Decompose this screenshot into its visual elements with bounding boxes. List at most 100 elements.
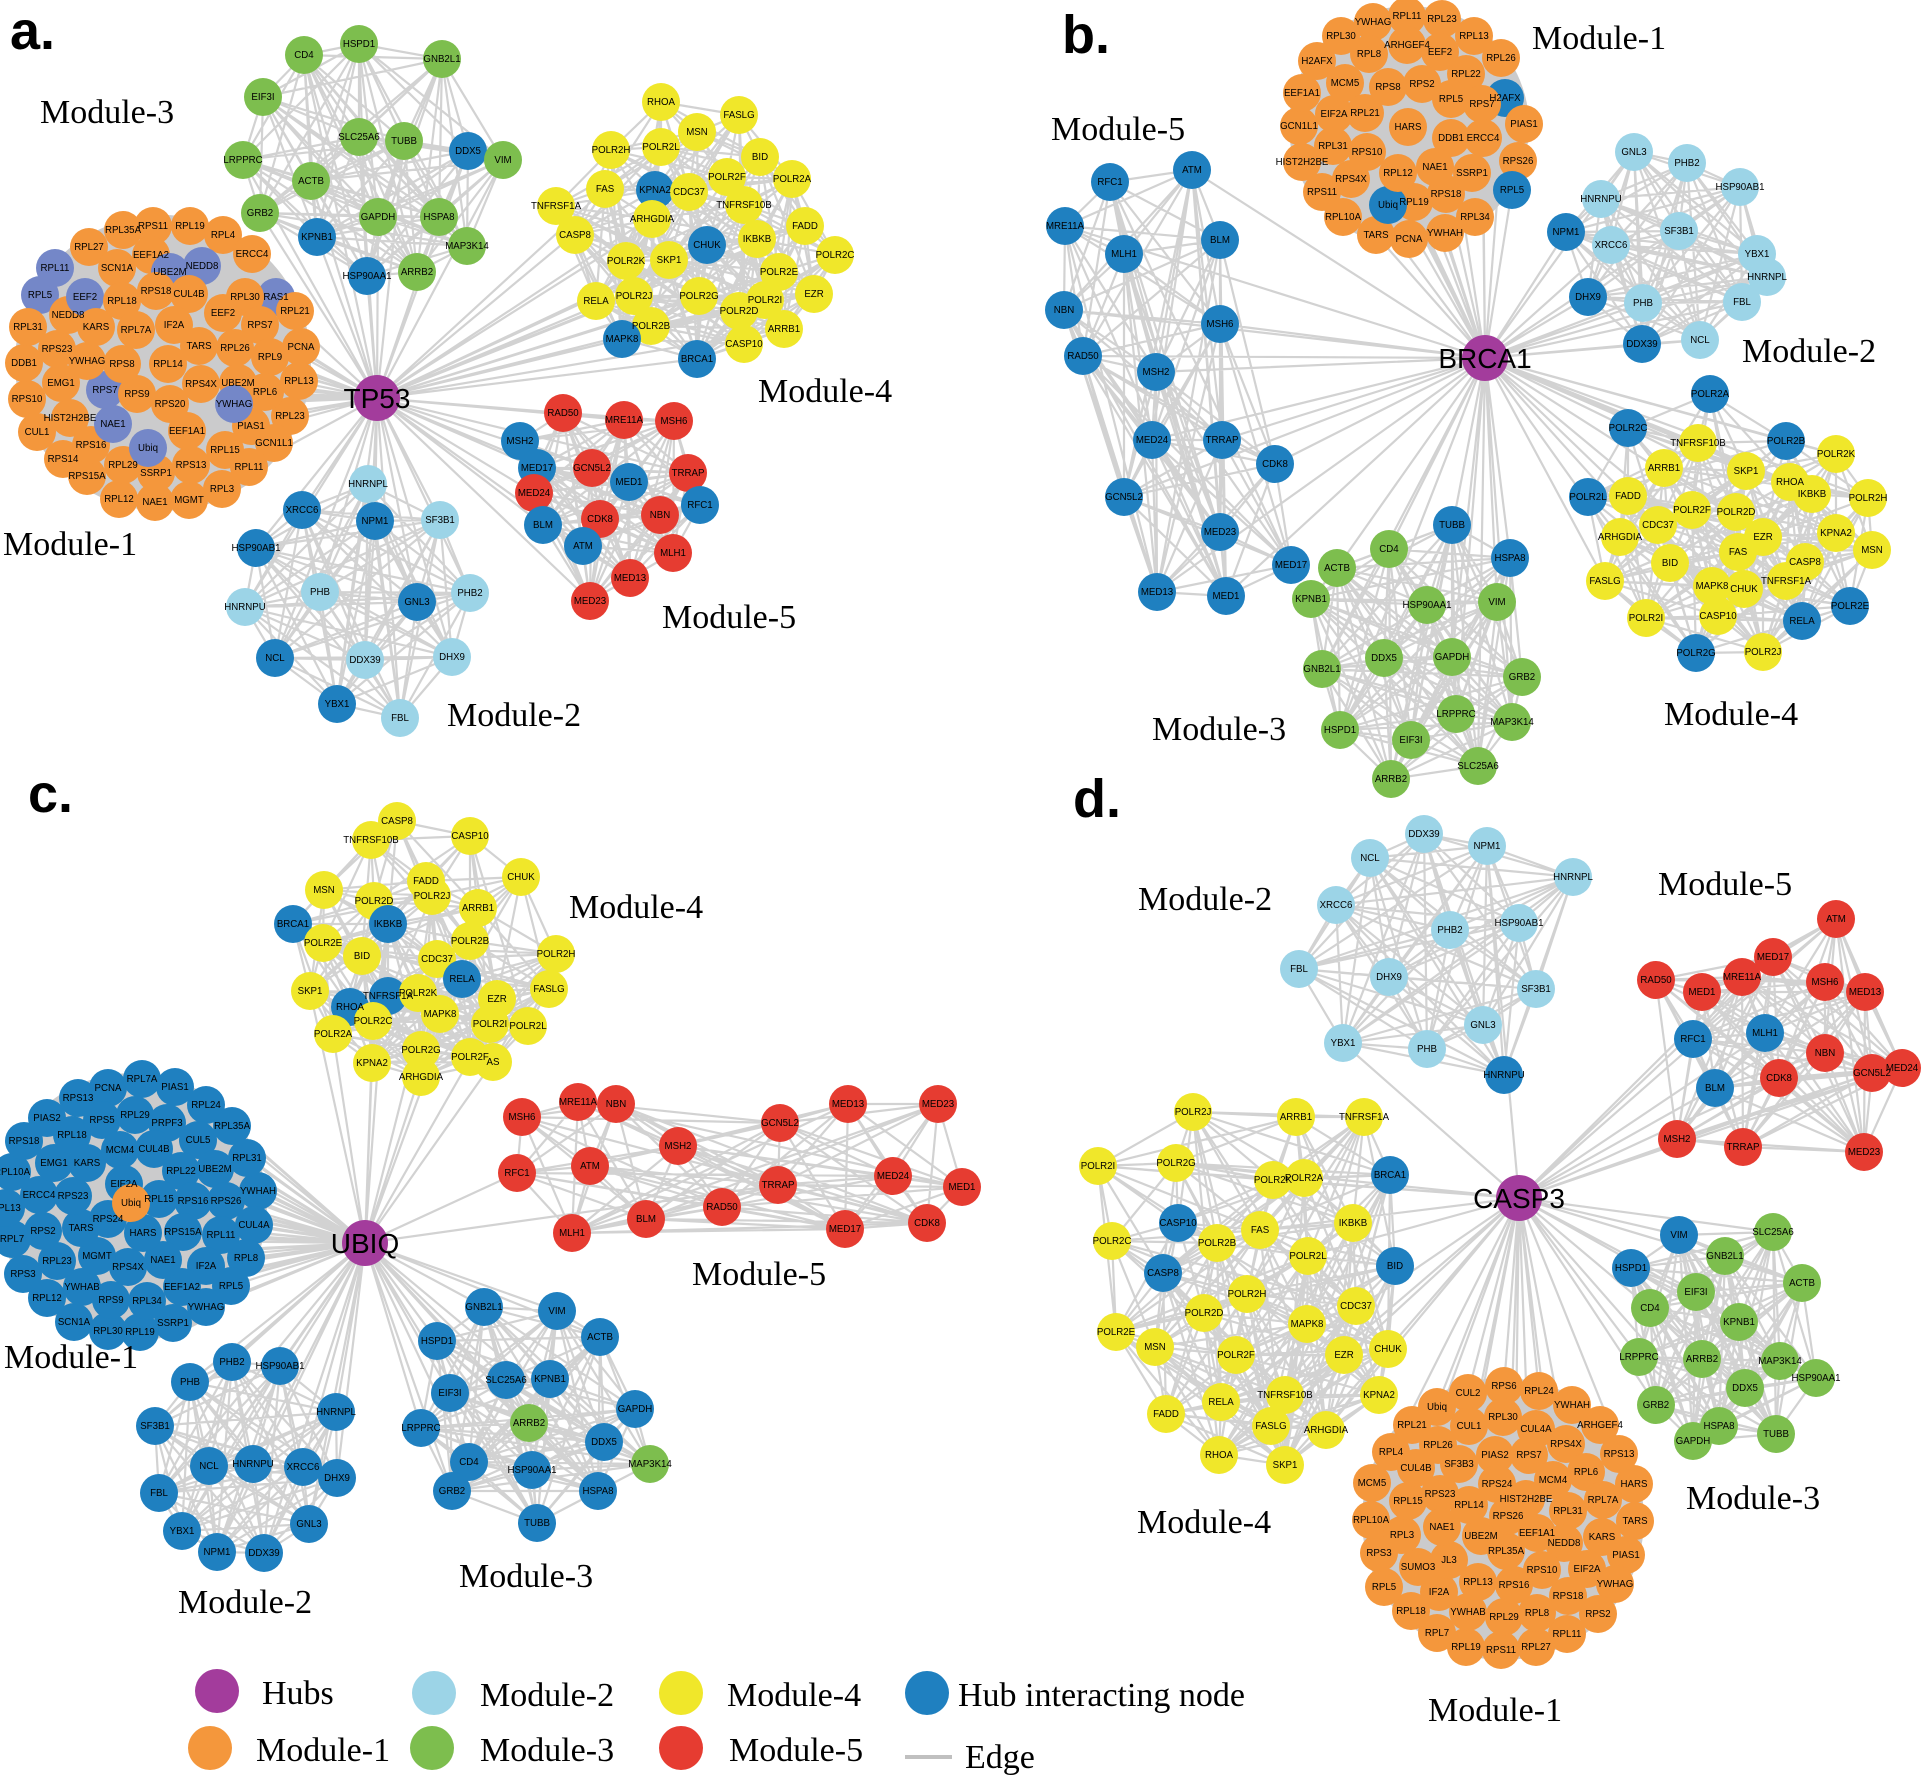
svg-text:YWHAG: YWHAG: [69, 356, 106, 367]
svg-text:Module-5: Module-5: [1658, 866, 1792, 903]
svg-text:RPL13: RPL13: [0, 1203, 21, 1214]
svg-text:EIF3I: EIF3I: [1399, 735, 1422, 746]
svg-text:POLR2D: POLR2D: [1717, 507, 1756, 518]
svg-text:CUL1: CUL1: [25, 427, 50, 438]
svg-text:BLM: BLM: [636, 1214, 656, 1225]
svg-text:MSH2: MSH2: [1664, 1134, 1691, 1145]
svg-text:RHOA: RHOA: [1776, 477, 1805, 488]
svg-text:DDX39: DDX39: [1626, 339, 1657, 350]
svg-text:MAP3K14: MAP3K14: [1490, 717, 1534, 728]
svg-text:CDC37: CDC37: [421, 954, 453, 965]
svg-text:MED17: MED17: [521, 463, 553, 474]
svg-text:PIAS2: PIAS2: [33, 1113, 60, 1124]
svg-text:POLR2C: POLR2C: [1093, 1236, 1132, 1247]
svg-text:VIM: VIM: [548, 1306, 565, 1317]
svg-text:MRE11A: MRE11A: [1046, 221, 1085, 232]
svg-text:ARHGEF4: ARHGEF4: [1577, 1420, 1623, 1431]
svg-text:HSPD1: HSPD1: [421, 1336, 453, 1347]
svg-text:RPL35A: RPL35A: [1488, 1546, 1525, 1557]
svg-text:POLR2H: POLR2H: [592, 145, 631, 156]
svg-text:Module-4: Module-4: [1664, 696, 1798, 733]
svg-text:POLR2A: POLR2A: [773, 174, 812, 185]
svg-text:NPM1: NPM1: [1553, 227, 1580, 238]
svg-text:RPL29: RPL29: [120, 1110, 150, 1121]
svg-text:Ubiq: Ubiq: [121, 1198, 141, 1209]
svg-text:RELA: RELA: [449, 974, 475, 985]
svg-text:TNFRSF1A: TNFRSF1A: [1339, 1112, 1390, 1123]
svg-text:RPS18: RPS18: [9, 1136, 40, 1147]
svg-text:NBN: NBN: [1815, 1048, 1835, 1059]
svg-text:DDX39: DDX39: [248, 1548, 279, 1559]
svg-text:POLR2D: POLR2D: [720, 306, 759, 317]
svg-text:SF3B3: SF3B3: [1444, 1459, 1474, 1470]
svg-text:RPL5: RPL5: [1500, 185, 1524, 196]
svg-text:MED13: MED13: [1849, 987, 1881, 998]
svg-text:H2AFX: H2AFX: [1489, 93, 1521, 104]
svg-text:DDX5: DDX5: [455, 146, 481, 157]
svg-text:RPL3: RPL3: [1390, 1530, 1414, 1541]
svg-text:PHB: PHB: [1633, 298, 1653, 309]
svg-text:DHX9: DHX9: [1376, 972, 1402, 983]
svg-text:GAPDH: GAPDH: [361, 212, 395, 223]
svg-text:CUL1: CUL1: [1457, 1421, 1482, 1432]
svg-text:MSH6: MSH6: [661, 416, 688, 427]
svg-text:RPS4X: RPS4X: [1335, 174, 1367, 185]
svg-text:RPL13: RPL13: [1463, 1577, 1493, 1588]
svg-text:RPS5: RPS5: [89, 1115, 114, 1126]
svg-text:XRCC6: XRCC6: [287, 1462, 320, 1473]
svg-text:RPL7A: RPL7A: [127, 1074, 158, 1085]
svg-text:GNB2L1: GNB2L1: [1303, 664, 1340, 675]
svg-text:EEF2: EEF2: [73, 292, 97, 303]
svg-text:TRRAP: TRRAP: [1206, 435, 1239, 446]
svg-text:Module-1: Module-1: [1532, 20, 1666, 57]
svg-text:YBX1: YBX1: [170, 1526, 195, 1537]
svg-text:RPL23: RPL23: [1427, 14, 1457, 25]
svg-text:TARS: TARS: [186, 341, 212, 352]
svg-text:BID: BID: [752, 152, 768, 163]
svg-text:RPL14: RPL14: [153, 359, 183, 370]
svg-text:RFC1: RFC1: [504, 1168, 529, 1179]
svg-text:KPNB1: KPNB1: [1295, 594, 1327, 605]
svg-text:RPL7: RPL7: [0, 1234, 24, 1245]
svg-text:RPL11: RPL11: [207, 1230, 236, 1241]
svg-text:RFC1: RFC1: [687, 500, 712, 511]
svg-text:PCNA: PCNA: [95, 1083, 122, 1094]
svg-text:RPS18: RPS18: [1431, 189, 1462, 200]
svg-text:RPL31: RPL31: [1318, 141, 1348, 152]
svg-text:MED23: MED23: [1204, 527, 1236, 538]
svg-text:RPL12: RPL12: [104, 494, 134, 505]
svg-text:KPNB1: KPNB1: [301, 232, 333, 243]
svg-text:SLC25A6: SLC25A6: [338, 132, 379, 143]
svg-text:HNRNPL: HNRNPL: [1747, 272, 1787, 283]
svg-text:SUMO3: SUMO3: [1401, 1562, 1435, 1573]
svg-text:BRCA1: BRCA1: [277, 919, 309, 930]
svg-text:CD4: CD4: [1379, 544, 1399, 555]
svg-text:RPL5: RPL5: [219, 1281, 243, 1292]
svg-text:MGMT: MGMT: [174, 495, 204, 506]
svg-text:PHB2: PHB2: [1674, 158, 1699, 169]
svg-text:Hub interacting node: Hub interacting node: [958, 1677, 1245, 1714]
svg-text:b.: b.: [1062, 5, 1110, 65]
svg-text:RPS4X: RPS4X: [1550, 1439, 1582, 1450]
svg-text:ACTB: ACTB: [298, 176, 324, 187]
svg-text:FASLG: FASLG: [723, 110, 754, 121]
svg-text:POLR2H: POLR2H: [1849, 493, 1888, 504]
svg-text:HNRNPU: HNRNPU: [232, 1459, 273, 1470]
svg-text:RHOA: RHOA: [336, 1002, 365, 1013]
svg-text:CASP10: CASP10: [1699, 611, 1737, 622]
svg-text:CDK8: CDK8: [914, 1218, 940, 1229]
svg-text:DHX9: DHX9: [1575, 292, 1601, 303]
svg-text:ERCC4: ERCC4: [23, 1190, 56, 1201]
svg-text:MAP3K14: MAP3K14: [1758, 1356, 1802, 1367]
svg-text:YWHAH: YWHAH: [240, 1186, 276, 1197]
svg-text:RPL35A: RPL35A: [214, 1121, 251, 1132]
svg-text:MED1: MED1: [949, 1182, 976, 1193]
svg-text:ARHGDIA: ARHGDIA: [1304, 1425, 1349, 1436]
svg-text:RPS3: RPS3: [10, 1269, 35, 1280]
svg-text:CHUK: CHUK: [1374, 1344, 1402, 1355]
svg-text:MLH1: MLH1: [1111, 249, 1137, 260]
svg-text:HSPA8: HSPA8: [582, 1486, 613, 1497]
svg-text:ACTB: ACTB: [1324, 563, 1350, 574]
svg-text:MED24: MED24: [1136, 435, 1169, 446]
svg-text:POLR2K: POLR2K: [607, 256, 646, 267]
